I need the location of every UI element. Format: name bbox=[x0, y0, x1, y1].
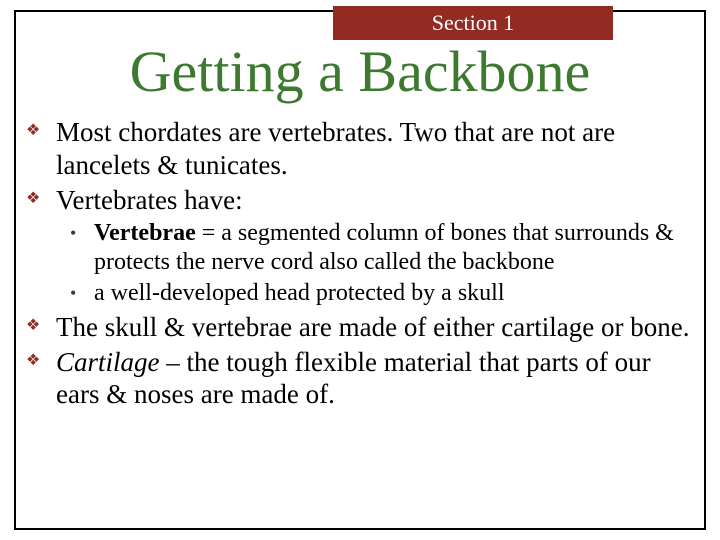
diamond-bullet-icon: ❖ bbox=[26, 123, 46, 143]
sub-bullet-item: • Vertebrae = a segmented column of bone… bbox=[70, 219, 694, 278]
bullet-item: ❖ The skull & vertebrae are made of eith… bbox=[26, 311, 694, 344]
section-tab: Section 1 bbox=[333, 6, 613, 40]
bullet-text: Cartilage – the tough flexible material … bbox=[56, 346, 694, 412]
dot-bullet-icon: • bbox=[70, 284, 84, 302]
bullet-item: ❖ Vertebrates have: bbox=[26, 184, 694, 217]
bullet-text: Vertebrates have: bbox=[56, 184, 694, 217]
diamond-bullet-icon: ❖ bbox=[26, 191, 46, 211]
sub-bullet-text: Vertebrae = a segmented column of bones … bbox=[94, 219, 694, 278]
diamond-bullet-icon: ❖ bbox=[26, 353, 46, 373]
sub-bullet-text: a well-developed head protected by a sku… bbox=[94, 279, 694, 308]
slide-content: ❖ Most chordates are vertebrates. Two th… bbox=[26, 116, 694, 413]
term-italic: Cartilage bbox=[56, 347, 160, 377]
bullet-text: The skull & vertebrae are made of either… bbox=[56, 311, 694, 344]
diamond-bullet-icon: ❖ bbox=[26, 318, 46, 338]
bullet-item: ❖ Cartilage – the tough flexible materia… bbox=[26, 346, 694, 412]
sub-bullet-item: • a well-developed head protected by a s… bbox=[70, 279, 694, 308]
bullet-text: Most chordates are vertebrates. Two that… bbox=[56, 116, 694, 182]
section-label: Section 1 bbox=[432, 10, 515, 36]
dot-bullet-icon: • bbox=[70, 224, 84, 242]
slide-title: Getting a Backbone bbox=[0, 38, 720, 105]
bullet-item: ❖ Most chordates are vertebrates. Two th… bbox=[26, 116, 694, 182]
term-bold: Vertebrae bbox=[94, 220, 196, 246]
